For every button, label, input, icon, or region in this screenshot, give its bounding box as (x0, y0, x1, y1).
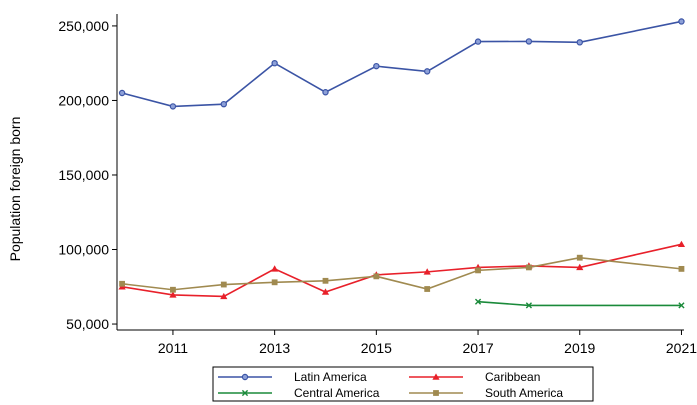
data-point-latin-america (169, 103, 177, 110)
data-point-caribbean (423, 268, 431, 275)
y-tick-label: 50,000 (66, 316, 109, 332)
legend-swatch-marker (432, 373, 440, 380)
data-point-latin-america (525, 38, 533, 45)
data-point-latin-america (373, 62, 380, 70)
y-tick-label: 150,000 (58, 167, 109, 183)
data-point-latin-america (678, 18, 685, 25)
y-axis-title: Population foreign born (7, 117, 23, 262)
legend-label: Caribbean (485, 370, 540, 384)
data-point-south-america (678, 265, 685, 272)
legend-swatch-marker (241, 389, 249, 397)
legend-box (212, 366, 594, 402)
data-point-latin-america (118, 89, 126, 97)
data-point-south-america (424, 286, 431, 292)
legend-item-south-america: South America (409, 386, 563, 400)
data-point-south-america (576, 254, 583, 261)
data-point-south-america (526, 264, 532, 271)
legend-item-caribbean: Caribbean (409, 370, 540, 384)
data-point-south-america (475, 267, 481, 274)
x-tick-label: 2015 (361, 340, 392, 356)
legend-label: Central America (294, 386, 380, 400)
legend: Latin America Caribbean Central America Sou… (212, 366, 594, 402)
legend-swatch-marker (433, 390, 439, 396)
data-point-latin-america (576, 39, 583, 46)
data-point-south-america (119, 280, 125, 287)
x-axis-ticks: 2011 2013 2015 2017 2019 2021 (158, 330, 697, 356)
data-point-latin-america (423, 68, 431, 75)
data-point-latin-america (220, 100, 227, 108)
x-tick-label: 2021 (666, 340, 697, 356)
series-south-america (119, 254, 685, 293)
series-line-caribbean (121, 243, 682, 298)
y-tick-label: 250,000 (58, 18, 109, 34)
series-line-latin-america (121, 20, 682, 108)
legend-label: Latin America (294, 370, 367, 384)
y-tick-label: 100,000 (58, 242, 109, 258)
series-central-america (474, 298, 685, 309)
series-line-central-america (477, 300, 682, 307)
data-point-south-america (271, 279, 278, 286)
legend-item-latin-america: Latin America (218, 370, 367, 384)
data-point-south-america (373, 273, 380, 280)
legend-label: South America (485, 386, 563, 400)
series-caribbean (118, 240, 686, 300)
series-latin-america (118, 18, 685, 110)
x-tick-label: 2019 (564, 340, 595, 356)
legend-swatch-marker (241, 373, 249, 381)
data-point-south-america (170, 286, 176, 293)
data-point-central-america (525, 302, 532, 309)
y-axis-ticks: 50,000 100,000 150,000 200,000 250,000 (58, 18, 117, 332)
x-tick-label: 2017 (462, 340, 493, 356)
data-point-south-america (322, 277, 329, 284)
data-point-latin-america (474, 38, 482, 45)
data-point-south-america (220, 281, 227, 288)
data-point-latin-america (322, 89, 329, 96)
legend-item-central-america: Central America (218, 386, 380, 400)
data-point-caribbean (220, 292, 228, 300)
data-point-caribbean (321, 288, 330, 295)
data-point-latin-america (271, 59, 278, 67)
data-point-caribbean (169, 291, 177, 298)
x-tick-label: 2011 (158, 340, 188, 356)
plot-area (118, 18, 686, 309)
data-point-caribbean (677, 240, 686, 247)
x-tick-label: 2013 (259, 340, 290, 356)
data-point-central-america (678, 302, 685, 309)
data-point-central-america (474, 298, 482, 305)
data-point-caribbean (271, 265, 279, 272)
data-point-caribbean (576, 263, 584, 271)
y-tick-label: 200,000 (58, 92, 109, 108)
